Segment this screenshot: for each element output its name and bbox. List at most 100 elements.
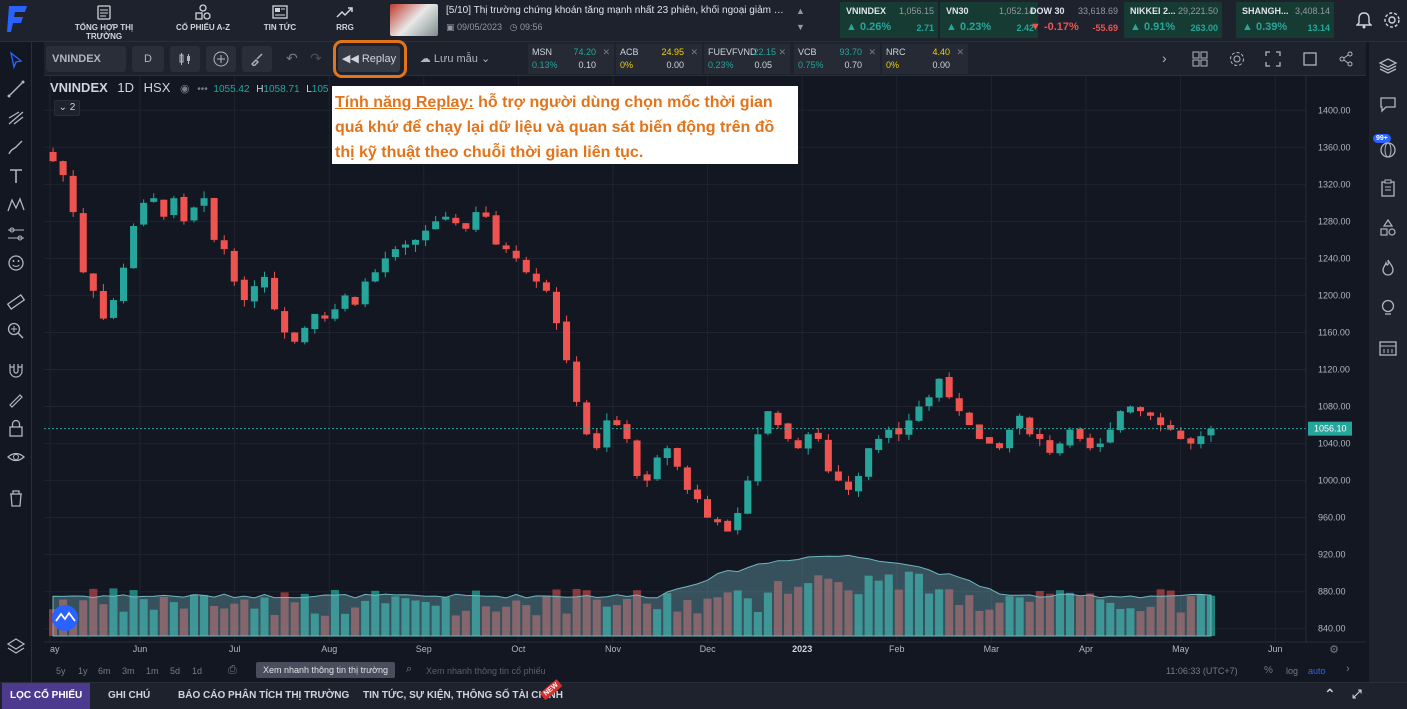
- candle-body: [462, 223, 470, 229]
- redo-icon[interactable]: ↷: [310, 50, 322, 66]
- range-5d[interactable]: 5d: [170, 666, 181, 676]
- draw-mode-icon[interactable]: [6, 389, 26, 409]
- more-icon[interactable]: •••: [197, 84, 208, 95]
- calendar-events-icon[interactable]: [1378, 338, 1398, 358]
- gear-icon[interactable]: [1383, 11, 1401, 29]
- volume-bar: [381, 603, 390, 636]
- zoom-in-icon[interactable]: [6, 321, 26, 341]
- quote-acb[interactable]: ACB 24.95 ✕ 0% 0.00: [616, 44, 702, 74]
- app-logo-icon[interactable]: [5, 4, 31, 34]
- chart-type-button[interactable]: [170, 46, 200, 72]
- interval-button[interactable]: D: [132, 46, 164, 72]
- layers-icon[interactable]: [6, 636, 26, 656]
- quote-vcb[interactable]: VCB 93.70 ✕ 0.75% 0.70: [794, 44, 880, 74]
- news-thumbnail[interactable]: [390, 4, 438, 36]
- layout-grid-icon[interactable]: [1192, 51, 1208, 67]
- clipboard-icon[interactable]: [1378, 178, 1398, 198]
- replay-button[interactable]: ◀◀ Replay: [338, 46, 400, 72]
- volume-bar: [1106, 602, 1115, 636]
- emoji-icon[interactable]: [6, 253, 26, 273]
- add-indicator-button[interactable]: [206, 46, 236, 72]
- nav-news[interactable]: TIN TỨC: [260, 2, 300, 38]
- brush-tool-icon[interactable]: [6, 137, 26, 157]
- price-chart[interactable]: 1400.00 1360.00 1320.00 1280.00 1240.00 1200.…: [44, 76, 1366, 660]
- legend-collapse-toggle[interactable]: ⌄ 2: [54, 100, 80, 116]
- candle-body: [1207, 428, 1215, 436]
- tab-market-report[interactable]: BÁO CÁO PHÂN TÍCH THỊ TRƯỜNG: [178, 690, 350, 701]
- range-1d[interactable]: 1d: [192, 666, 203, 676]
- date-range-icon[interactable]: ⎙: [228, 664, 237, 676]
- watchlist-layers-icon[interactable]: [1378, 56, 1398, 76]
- eye-visibility-icon[interactable]: ◉: [180, 83, 190, 95]
- log-toggle[interactable]: log: [1286, 666, 1299, 676]
- ticker-shanghai[interactable]: SHANGH... 3,408.14 ▲ 0.39% 13.14: [1236, 2, 1334, 38]
- news-down-icon[interactable]: ▼: [796, 22, 805, 32]
- magnet-icon[interactable]: [6, 360, 26, 380]
- percent-toggle[interactable]: %: [1264, 665, 1273, 676]
- legend-exchange: HSX: [143, 80, 171, 95]
- news-headline[interactable]: [5/10] Thị trường chứng khoán tăng mạnh …: [446, 5, 786, 16]
- quote-fuevfvnd[interactable]: FUEVFVND 22.15 ✕ 0.23% 0.05: [704, 44, 790, 74]
- candles-icon: [179, 53, 190, 65]
- ticker-vnindex[interactable]: VNINDEX 1,056.15 ▲ 0.26% 2.71: [840, 2, 938, 38]
- range-1y[interactable]: 1y: [78, 666, 88, 676]
- chevron-right-icon[interactable]: ›: [1346, 663, 1350, 675]
- chevron-right-icon[interactable]: ›: [1162, 50, 1167, 66]
- indicators-button[interactable]: [242, 46, 272, 72]
- tab-notes[interactable]: GHI CHÚ: [108, 690, 151, 701]
- share-icon[interactable]: [1338, 51, 1354, 67]
- pitchfork-icon[interactable]: [6, 108, 26, 128]
- ticker-vn30[interactable]: VN30 1,052.14 ▲ 0.23% 2.42: [940, 2, 1038, 38]
- tradingview-logo[interactable]: [52, 605, 78, 631]
- volume-bar: [401, 598, 410, 636]
- price-tick-label: 1040.00: [1318, 439, 1351, 449]
- trash-icon[interactable]: [6, 488, 26, 508]
- quote-msn[interactable]: MSN 74.20 ✕ 0.13% 0.10: [528, 44, 614, 74]
- stock-search-input[interactable]: Xem nhanh thông tin cổ phiếu: [426, 666, 546, 676]
- globe-icon[interactable]: [1378, 140, 1398, 160]
- ticker-dow30[interactable]: DOW 30 33,618.69 ▼ -0.17% -55.69: [1030, 6, 1118, 33]
- range-1m[interactable]: 1m: [146, 666, 159, 676]
- symbol-search[interactable]: VNINDEX: [46, 46, 126, 72]
- fire-icon[interactable]: [1378, 258, 1398, 278]
- tab-news-events[interactable]: TIN TỨC, SỰ KIỆN, THÔNG SỐ TÀI CHÍNH: [363, 690, 563, 701]
- lock-icon[interactable]: [6, 418, 26, 438]
- nav-stocks-az[interactable]: CỔ PHIẾU A-Z: [172, 2, 234, 38]
- price-axis[interactable]: 1400.00 1360.00 1320.00 1280.00 1240.00 1200.…: [1305, 76, 1366, 660]
- bell-icon[interactable]: [1356, 11, 1372, 29]
- time-axis[interactable]: ay Jun Jul Aug Sep Oct Nov Dec 2023 Feb Mar Apr May J…: [44, 641, 1366, 656]
- ticker-nikkei[interactable]: NIKKEI 2... 29,221.50 ▲ 0.91% 263.00: [1124, 2, 1222, 38]
- chat-icon[interactable]: [1378, 94, 1398, 114]
- undo-icon[interactable]: ↶: [286, 50, 298, 66]
- prediction-icon[interactable]: [6, 224, 26, 244]
- cursor-icon[interactable]: [6, 50, 26, 70]
- volume-bar: [572, 588, 581, 636]
- trendline-icon[interactable]: [6, 79, 26, 99]
- nav-rrg[interactable]: RRG: [328, 2, 362, 38]
- candle-body: [663, 448, 671, 459]
- volume-bar: [1166, 590, 1175, 636]
- ruler-icon[interactable]: [6, 292, 26, 312]
- shapes-tool-icon[interactable]: [1378, 218, 1398, 238]
- news-up-icon[interactable]: ▲: [796, 6, 805, 16]
- chevron-up-icon[interactable]: ⌃: [1324, 686, 1336, 702]
- eye-icon[interactable]: [6, 447, 26, 467]
- range-5y[interactable]: 5y: [56, 666, 66, 676]
- auto-toggle[interactable]: auto: [1308, 666, 1326, 676]
- quote-nrc[interactable]: NRC 4.40 ✕ 0% 0.00: [882, 44, 968, 74]
- range-6m[interactable]: 6m: [98, 666, 111, 676]
- nav-market-overview[interactable]: TỔNG HỢP THỊ TRƯỜNG: [66, 2, 142, 41]
- snapshot-icon[interactable]: [1302, 51, 1318, 67]
- text-tool-icon[interactable]: [6, 166, 26, 186]
- fullscreen-icon[interactable]: [1265, 51, 1281, 67]
- pattern-icon[interactable]: [6, 195, 26, 215]
- save-layout-button[interactable]: ☁ Lưu mẫu ⌄: [419, 53, 491, 65]
- tab-stock-filter[interactable]: LỌC CỔ PHIẾU: [2, 683, 91, 709]
- idea-icon[interactable]: [1378, 298, 1398, 318]
- range-3m[interactable]: 3m: [122, 666, 135, 676]
- maximize-panel-icon[interactable]: ⤢: [1352, 687, 1362, 701]
- market-view-button[interactable]: Xem nhanh thông tin thị trường: [256, 662, 396, 678]
- brush-icon: [251, 53, 263, 67]
- settings-icon[interactable]: [1229, 51, 1245, 67]
- volume-average-area: [52, 554, 1212, 637]
